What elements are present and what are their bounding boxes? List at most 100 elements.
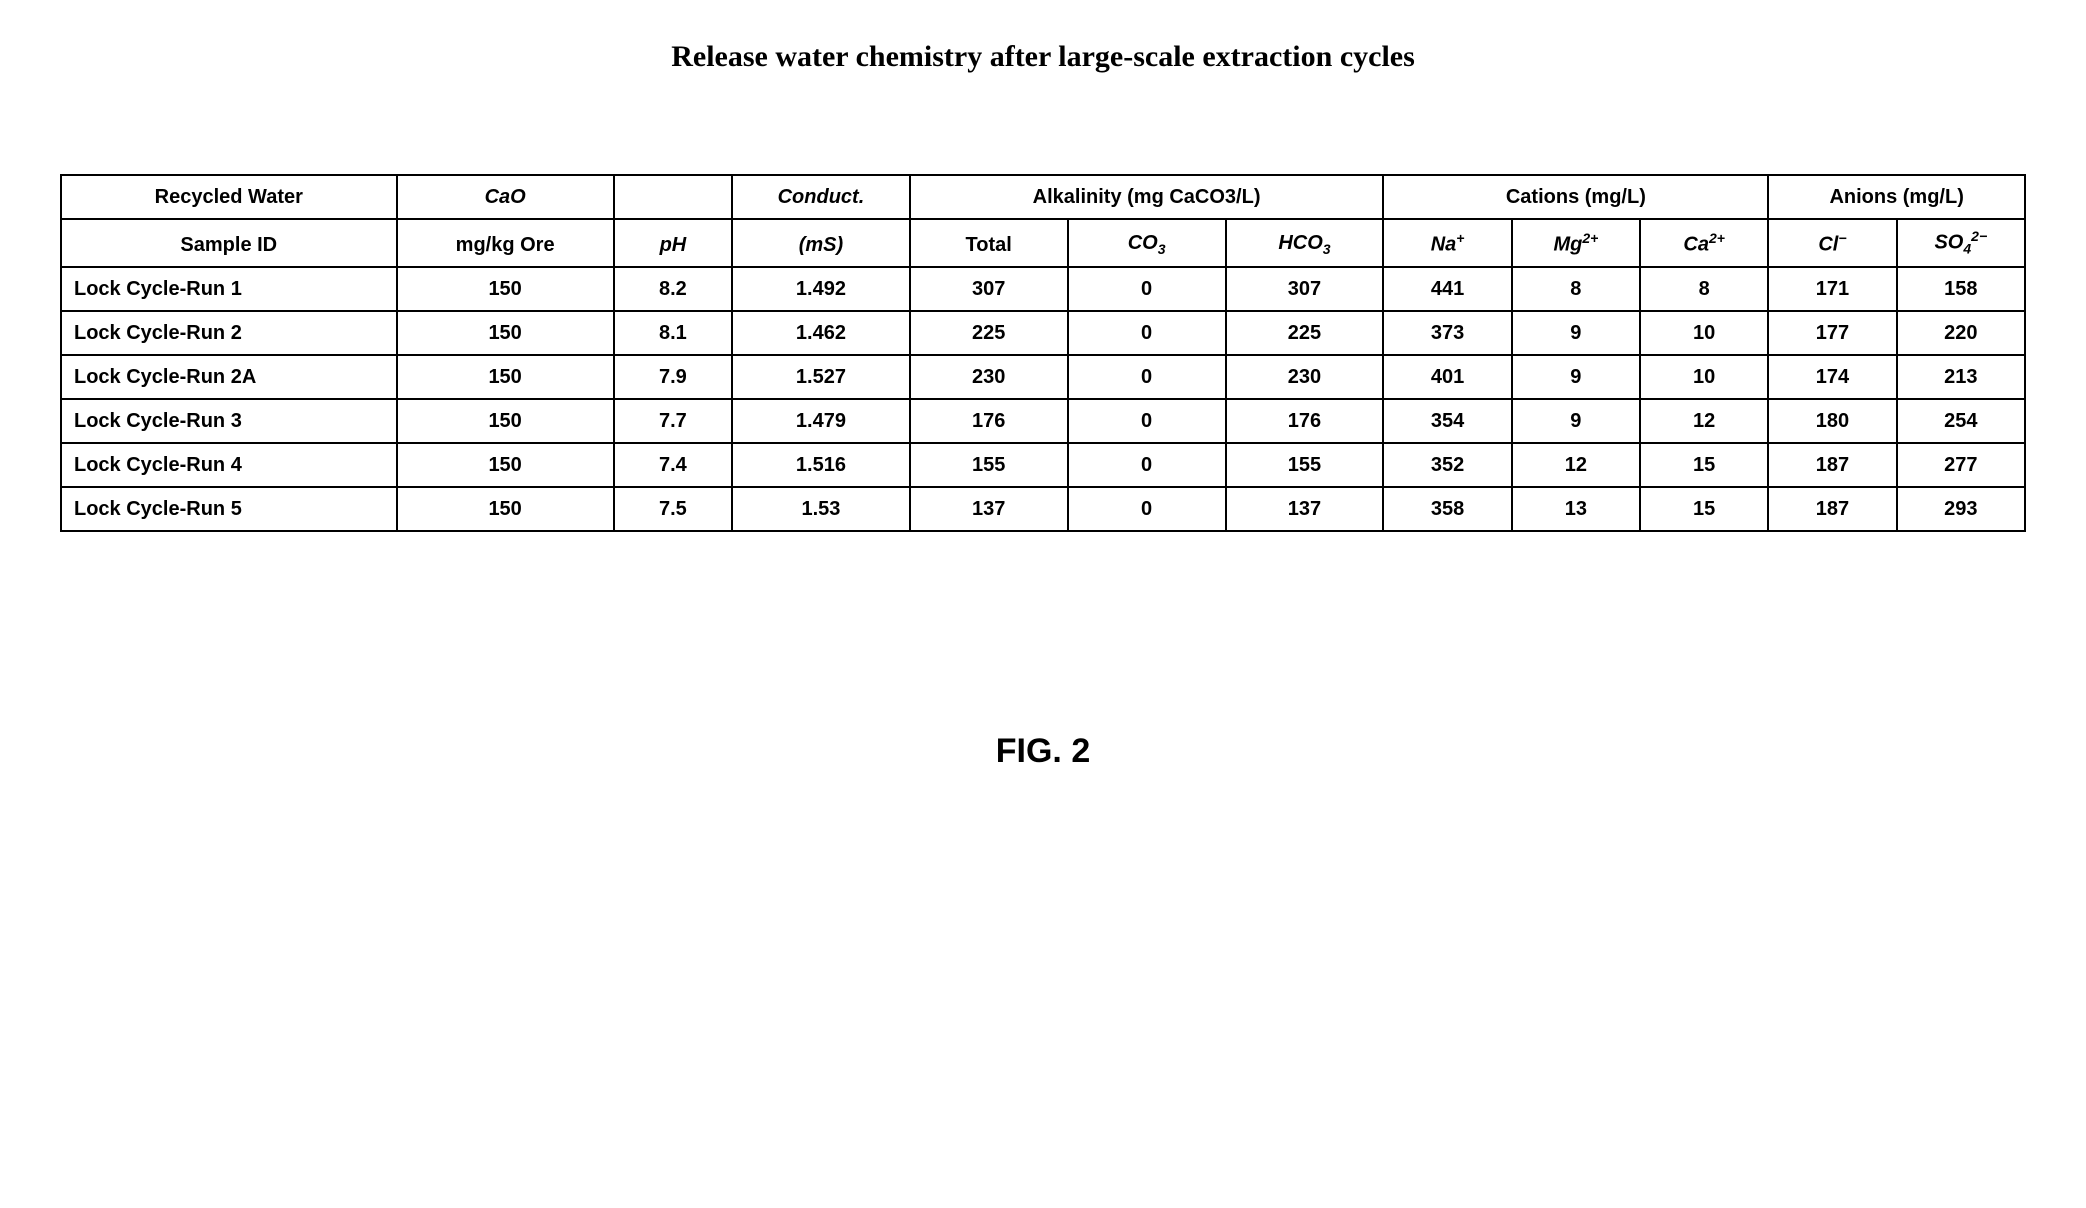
hdr-alkalinity: Alkalinity (mg CaCO3/L) <box>910 175 1384 219</box>
cell-ph: 7.7 <box>614 399 732 443</box>
data-table-wrap: Recycled Water CaO Conduct. Alkalinity (… <box>60 174 2026 532</box>
hdr-hco3-sub: 3 <box>1323 241 1331 257</box>
cell-sample: Lock Cycle-Run 1 <box>61 267 397 311</box>
hdr-mg-sup: 2+ <box>1582 230 1598 246</box>
cell-total: 176 <box>910 399 1068 443</box>
hdr-ca: Ca2+ <box>1640 219 1768 267</box>
hdr-recycled-water: Recycled Water <box>61 175 397 219</box>
hdr-cl: Cl− <box>1768 219 1896 267</box>
cell-na: 441 <box>1383 267 1511 311</box>
cell-total: 230 <box>910 355 1068 399</box>
table-row: Lock Cycle-Run 41507.41.5161550155352121… <box>61 443 2025 487</box>
cell-cond: 1.492 <box>732 267 910 311</box>
hdr-hco3: HCO3 <box>1226 219 1384 267</box>
cell-cl: 187 <box>1768 443 1896 487</box>
cell-sample: Lock Cycle-Run 4 <box>61 443 397 487</box>
cell-hco3: 137 <box>1226 487 1384 531</box>
cell-co3: 0 <box>1068 355 1226 399</box>
cell-so4: 213 <box>1897 355 2025 399</box>
cell-hco3: 230 <box>1226 355 1384 399</box>
hdr-ph: pH <box>614 219 732 267</box>
hdr-ca-sup: 2+ <box>1709 230 1725 246</box>
cell-cao: 150 <box>397 267 614 311</box>
cell-so4: 158 <box>1897 267 2025 311</box>
hdr-co3: CO3 <box>1068 219 1226 267</box>
cell-co3: 0 <box>1068 399 1226 443</box>
hdr-anions: Anions (mg/L) <box>1768 175 2025 219</box>
cell-cao: 150 <box>397 487 614 531</box>
hdr-conduct: Conduct. <box>732 175 910 219</box>
cell-hco3: 307 <box>1226 267 1384 311</box>
cell-ph: 8.2 <box>614 267 732 311</box>
hdr-so4-label: SO <box>1934 232 1963 254</box>
hdr-na-label: Na <box>1431 234 1457 256</box>
hdr-co3-sub: 3 <box>1158 241 1166 257</box>
hdr-so4: SO42− <box>1897 219 2025 267</box>
hdr-blank <box>614 175 732 219</box>
hdr-mg-label: Mg <box>1553 234 1582 256</box>
cell-cond: 1.462 <box>732 311 910 355</box>
cell-na: 401 <box>1383 355 1511 399</box>
cell-cond: 1.53 <box>732 487 910 531</box>
table-row: Lock Cycle-Run 31507.71.4791760176354912… <box>61 399 2025 443</box>
cell-so4: 220 <box>1897 311 2025 355</box>
cell-cond: 1.479 <box>732 399 910 443</box>
hdr-na: Na+ <box>1383 219 1511 267</box>
cell-hco3: 155 <box>1226 443 1384 487</box>
cell-ca: 10 <box>1640 355 1768 399</box>
hdr-sample-id: Sample ID <box>61 219 397 267</box>
cell-na: 373 <box>1383 311 1511 355</box>
cell-sample: Lock Cycle-Run 3 <box>61 399 397 443</box>
table-row: Lock Cycle-Run 21508.11.4622250225373910… <box>61 311 2025 355</box>
cell-cao: 150 <box>397 443 614 487</box>
cell-sample: Lock Cycle-Run 2 <box>61 311 397 355</box>
hdr-cl-label: Cl <box>1818 234 1838 256</box>
cell-co3: 0 <box>1068 267 1226 311</box>
cell-sample: Lock Cycle-Run 2A <box>61 355 397 399</box>
hdr-na-sup: + <box>1456 230 1464 246</box>
cell-mg: 12 <box>1512 443 1640 487</box>
cell-cond: 1.527 <box>732 355 910 399</box>
cell-cl: 180 <box>1768 399 1896 443</box>
cell-co3: 0 <box>1068 487 1226 531</box>
cell-mg: 9 <box>1512 311 1640 355</box>
hdr-mg: Mg2+ <box>1512 219 1640 267</box>
cell-co3: 0 <box>1068 311 1226 355</box>
cell-ph: 7.9 <box>614 355 732 399</box>
table-row: Lock Cycle-Run 2A1507.91.527230023040191… <box>61 355 2025 399</box>
cell-hco3: 225 <box>1226 311 1384 355</box>
hdr-ca-label: Ca <box>1683 234 1709 256</box>
hdr-cl-sup: − <box>1838 230 1846 246</box>
cell-cao: 150 <box>397 399 614 443</box>
hdr-conduct-unit: (mS) <box>732 219 910 267</box>
figure-label: FIG. 2 <box>60 732 2026 771</box>
cell-so4: 277 <box>1897 443 2025 487</box>
cell-total: 225 <box>910 311 1068 355</box>
cell-so4: 254 <box>1897 399 2025 443</box>
cell-ca: 10 <box>1640 311 1768 355</box>
cell-na: 352 <box>1383 443 1511 487</box>
cell-ca: 15 <box>1640 487 1768 531</box>
table-row: Lock Cycle-Run 51507.51.5313701373581315… <box>61 487 2025 531</box>
cell-ph: 7.5 <box>614 487 732 531</box>
hdr-cao: CaO <box>397 175 614 219</box>
hdr-hco3-label: HCO <box>1278 232 1322 254</box>
hdr-co3-label: CO <box>1128 232 1158 254</box>
cell-cl: 174 <box>1768 355 1896 399</box>
hdr-so4-sub: 4 <box>1963 241 1971 257</box>
cell-mg: 9 <box>1512 355 1640 399</box>
cell-hco3: 176 <box>1226 399 1384 443</box>
cell-ph: 8.1 <box>614 311 732 355</box>
hdr-total: Total <box>910 219 1068 267</box>
table-body: Lock Cycle-Run 11508.21.4923070307441881… <box>61 267 2025 531</box>
cell-na: 354 <box>1383 399 1511 443</box>
hdr-cao-unit: mg/kg Ore <box>397 219 614 267</box>
cell-ca: 15 <box>1640 443 1768 487</box>
cell-na: 358 <box>1383 487 1511 531</box>
cell-so4: 293 <box>1897 487 2025 531</box>
cell-mg: 13 <box>1512 487 1640 531</box>
water-chemistry-table: Recycled Water CaO Conduct. Alkalinity (… <box>60 174 2026 532</box>
cell-mg: 8 <box>1512 267 1640 311</box>
cell-cao: 150 <box>397 311 614 355</box>
page-title: Release water chemistry after large-scal… <box>60 40 2026 74</box>
